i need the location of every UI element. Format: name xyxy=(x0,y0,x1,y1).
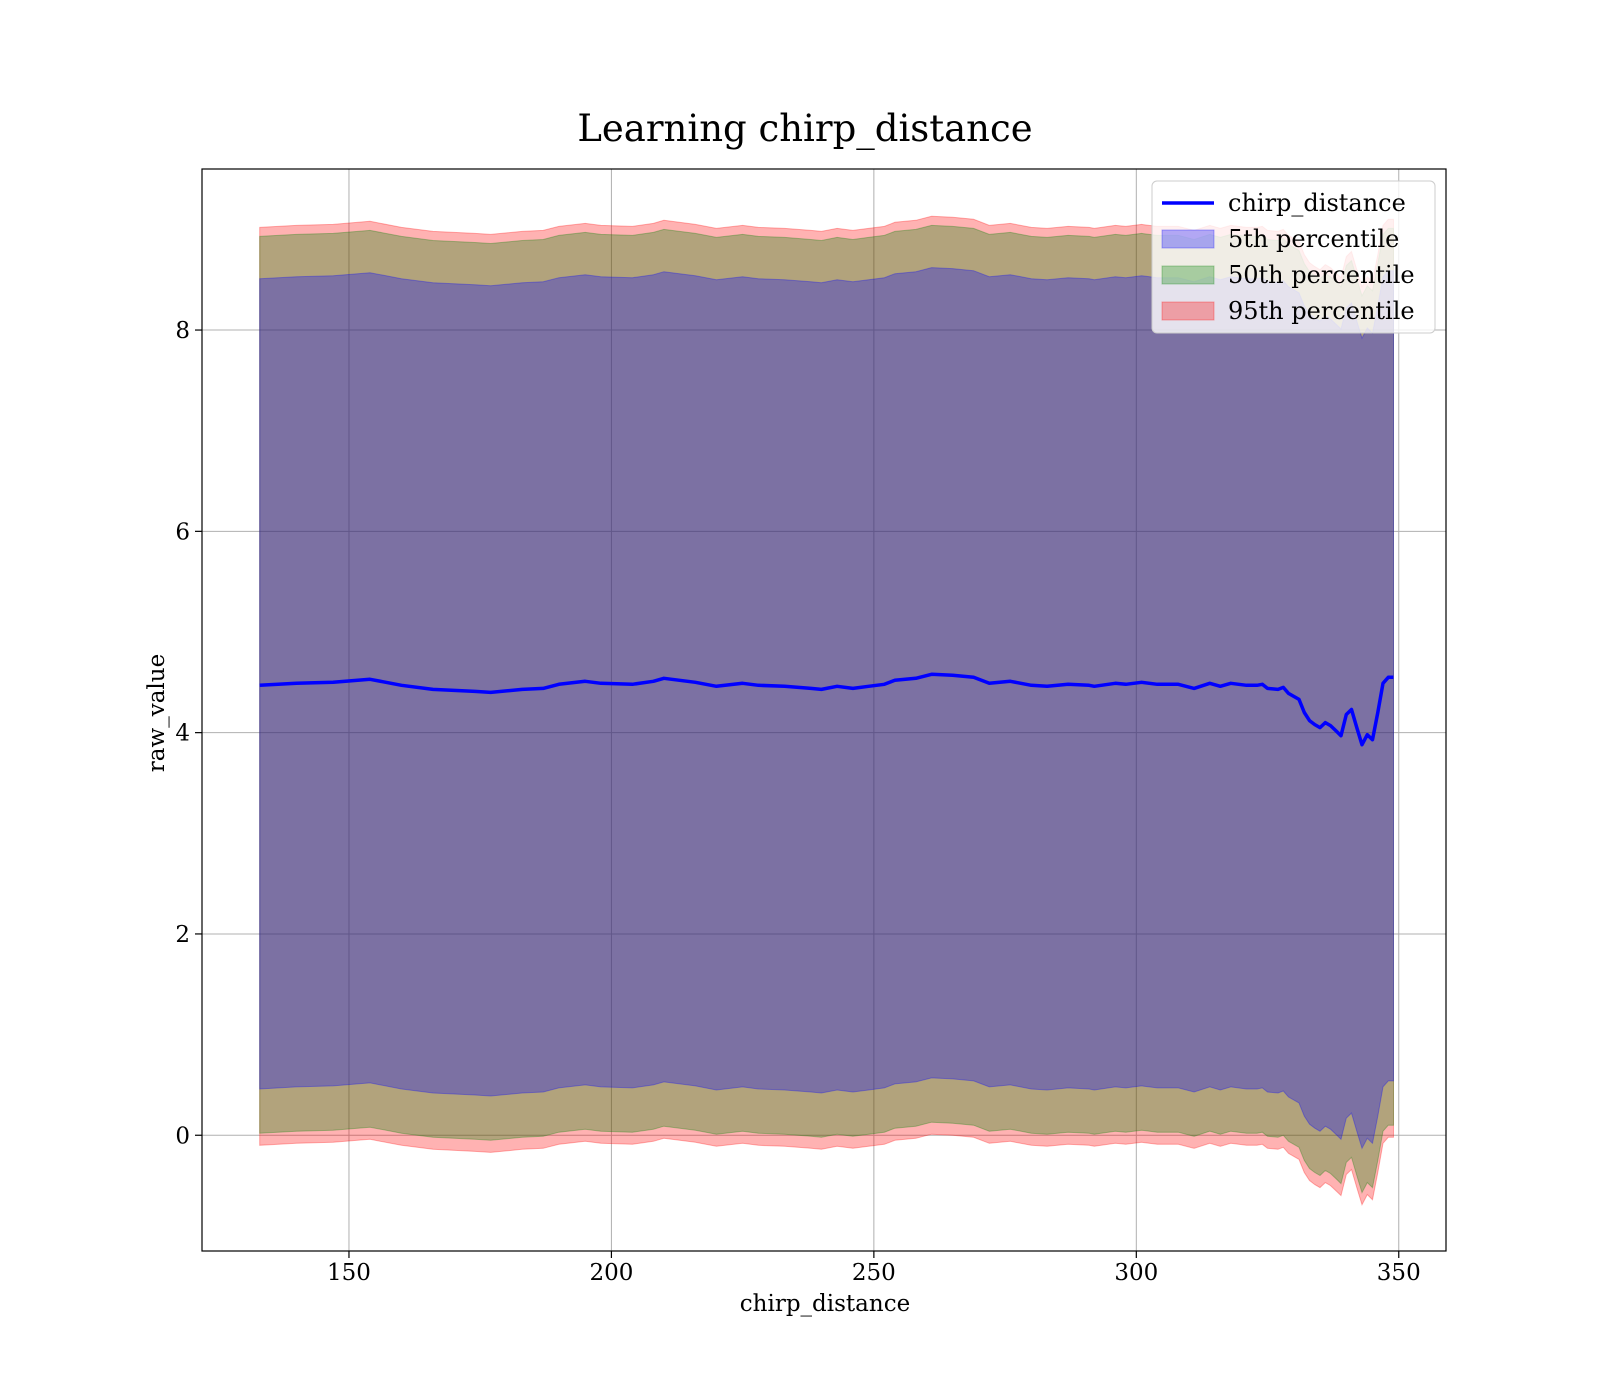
legend-swatch-patch xyxy=(1161,265,1215,285)
chart-title: Learning chirp_distance xyxy=(577,107,1032,151)
x-tick-label: 350 xyxy=(1377,1260,1421,1286)
band-5th-percentile xyxy=(259,267,1394,1150)
x-tick-label: 250 xyxy=(852,1260,896,1286)
y-tick-label: 2 xyxy=(175,922,190,948)
y-tick-label: 0 xyxy=(175,1123,190,1149)
plot-background xyxy=(202,169,1446,1251)
plot-area: 150 200 250 300 350 0 2 4 6 8 xyxy=(175,168,1447,1286)
legend-swatch-patch xyxy=(1161,229,1215,249)
series-line-chirp-distance xyxy=(259,672,1394,747)
legend-label: 50th percentile xyxy=(1228,261,1415,289)
legend-swatch-patch xyxy=(1161,301,1215,321)
legend-label: 95th percentile xyxy=(1228,297,1415,325)
legend: chirp_distance 5th percentile 50th percent… xyxy=(1151,180,1436,334)
x-tick-label: 300 xyxy=(1114,1260,1158,1286)
x-axis-label: chirp_distance xyxy=(740,1291,910,1317)
x-tick-label: 150 xyxy=(327,1260,371,1286)
band-95th-percentile xyxy=(259,215,1394,1207)
y-axis-label: raw_value xyxy=(144,654,170,772)
legend-label: chirp_distance xyxy=(1228,189,1406,217)
band-50th-percentile xyxy=(259,224,1394,1194)
y-tick-label: 8 xyxy=(175,318,190,344)
legend-box xyxy=(1151,180,1436,334)
x-tick-label: 200 xyxy=(589,1260,633,1286)
y-tick-label: 6 xyxy=(175,519,190,545)
y-tick-label: 4 xyxy=(175,721,190,747)
legend-label: 5th percentile xyxy=(1228,225,1399,253)
axes-frame xyxy=(201,168,1447,1252)
